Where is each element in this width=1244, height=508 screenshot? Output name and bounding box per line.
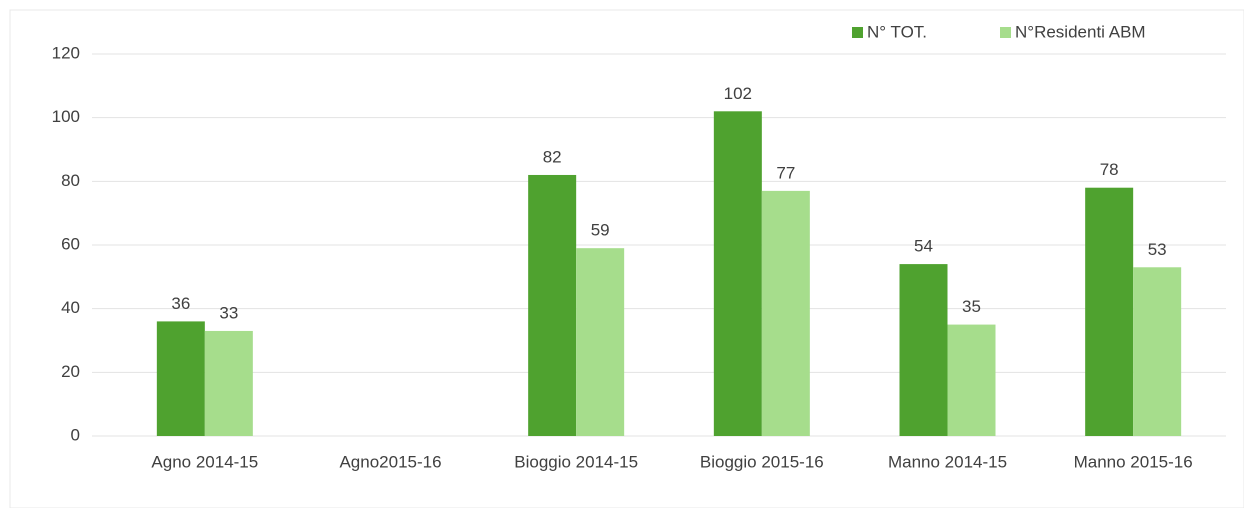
bar xyxy=(528,174,577,436)
bar xyxy=(947,324,996,436)
bar xyxy=(713,111,762,437)
bar xyxy=(204,330,253,436)
legend-label: N°Residenti ABM xyxy=(1015,22,1146,41)
legend-swatch xyxy=(852,27,863,38)
data-label: 33 xyxy=(219,303,238,322)
y-tick-label: 60 xyxy=(61,234,80,253)
x-tick-label: Agno2015-16 xyxy=(339,452,441,471)
chart-frame xyxy=(9,9,1244,508)
data-label: 36 xyxy=(171,294,190,313)
y-tick-label: 100 xyxy=(52,107,80,126)
legend-swatch xyxy=(1000,27,1011,38)
data-label: 102 xyxy=(724,84,752,103)
data-label: 77 xyxy=(776,163,795,182)
y-tick-label: 40 xyxy=(61,298,80,317)
data-label: 35 xyxy=(962,297,981,316)
x-tick-label: Manno 2015-16 xyxy=(1074,452,1193,471)
bar xyxy=(899,264,948,436)
data-label: 59 xyxy=(591,221,610,240)
data-label: 54 xyxy=(914,237,933,256)
y-tick-label: 20 xyxy=(61,362,80,381)
x-tick-label: Bioggio 2014-15 xyxy=(514,452,638,471)
bar xyxy=(1085,187,1134,436)
bar xyxy=(761,190,810,436)
bar xyxy=(156,321,205,436)
bar xyxy=(1133,267,1182,436)
y-tick-label: 120 xyxy=(52,43,80,62)
data-label: 82 xyxy=(543,147,562,166)
data-label: 78 xyxy=(1100,160,1119,179)
x-tick-label: Agno 2014-15 xyxy=(151,452,258,471)
y-tick-label: 80 xyxy=(61,171,80,190)
x-tick-label: Bioggio 2015-16 xyxy=(700,452,824,471)
bar xyxy=(576,248,625,436)
x-tick-label: Manno 2014-15 xyxy=(888,452,1007,471)
legend-label: N° TOT. xyxy=(867,22,927,41)
y-tick-label: 0 xyxy=(71,425,80,444)
data-label: 53 xyxy=(1148,240,1167,259)
